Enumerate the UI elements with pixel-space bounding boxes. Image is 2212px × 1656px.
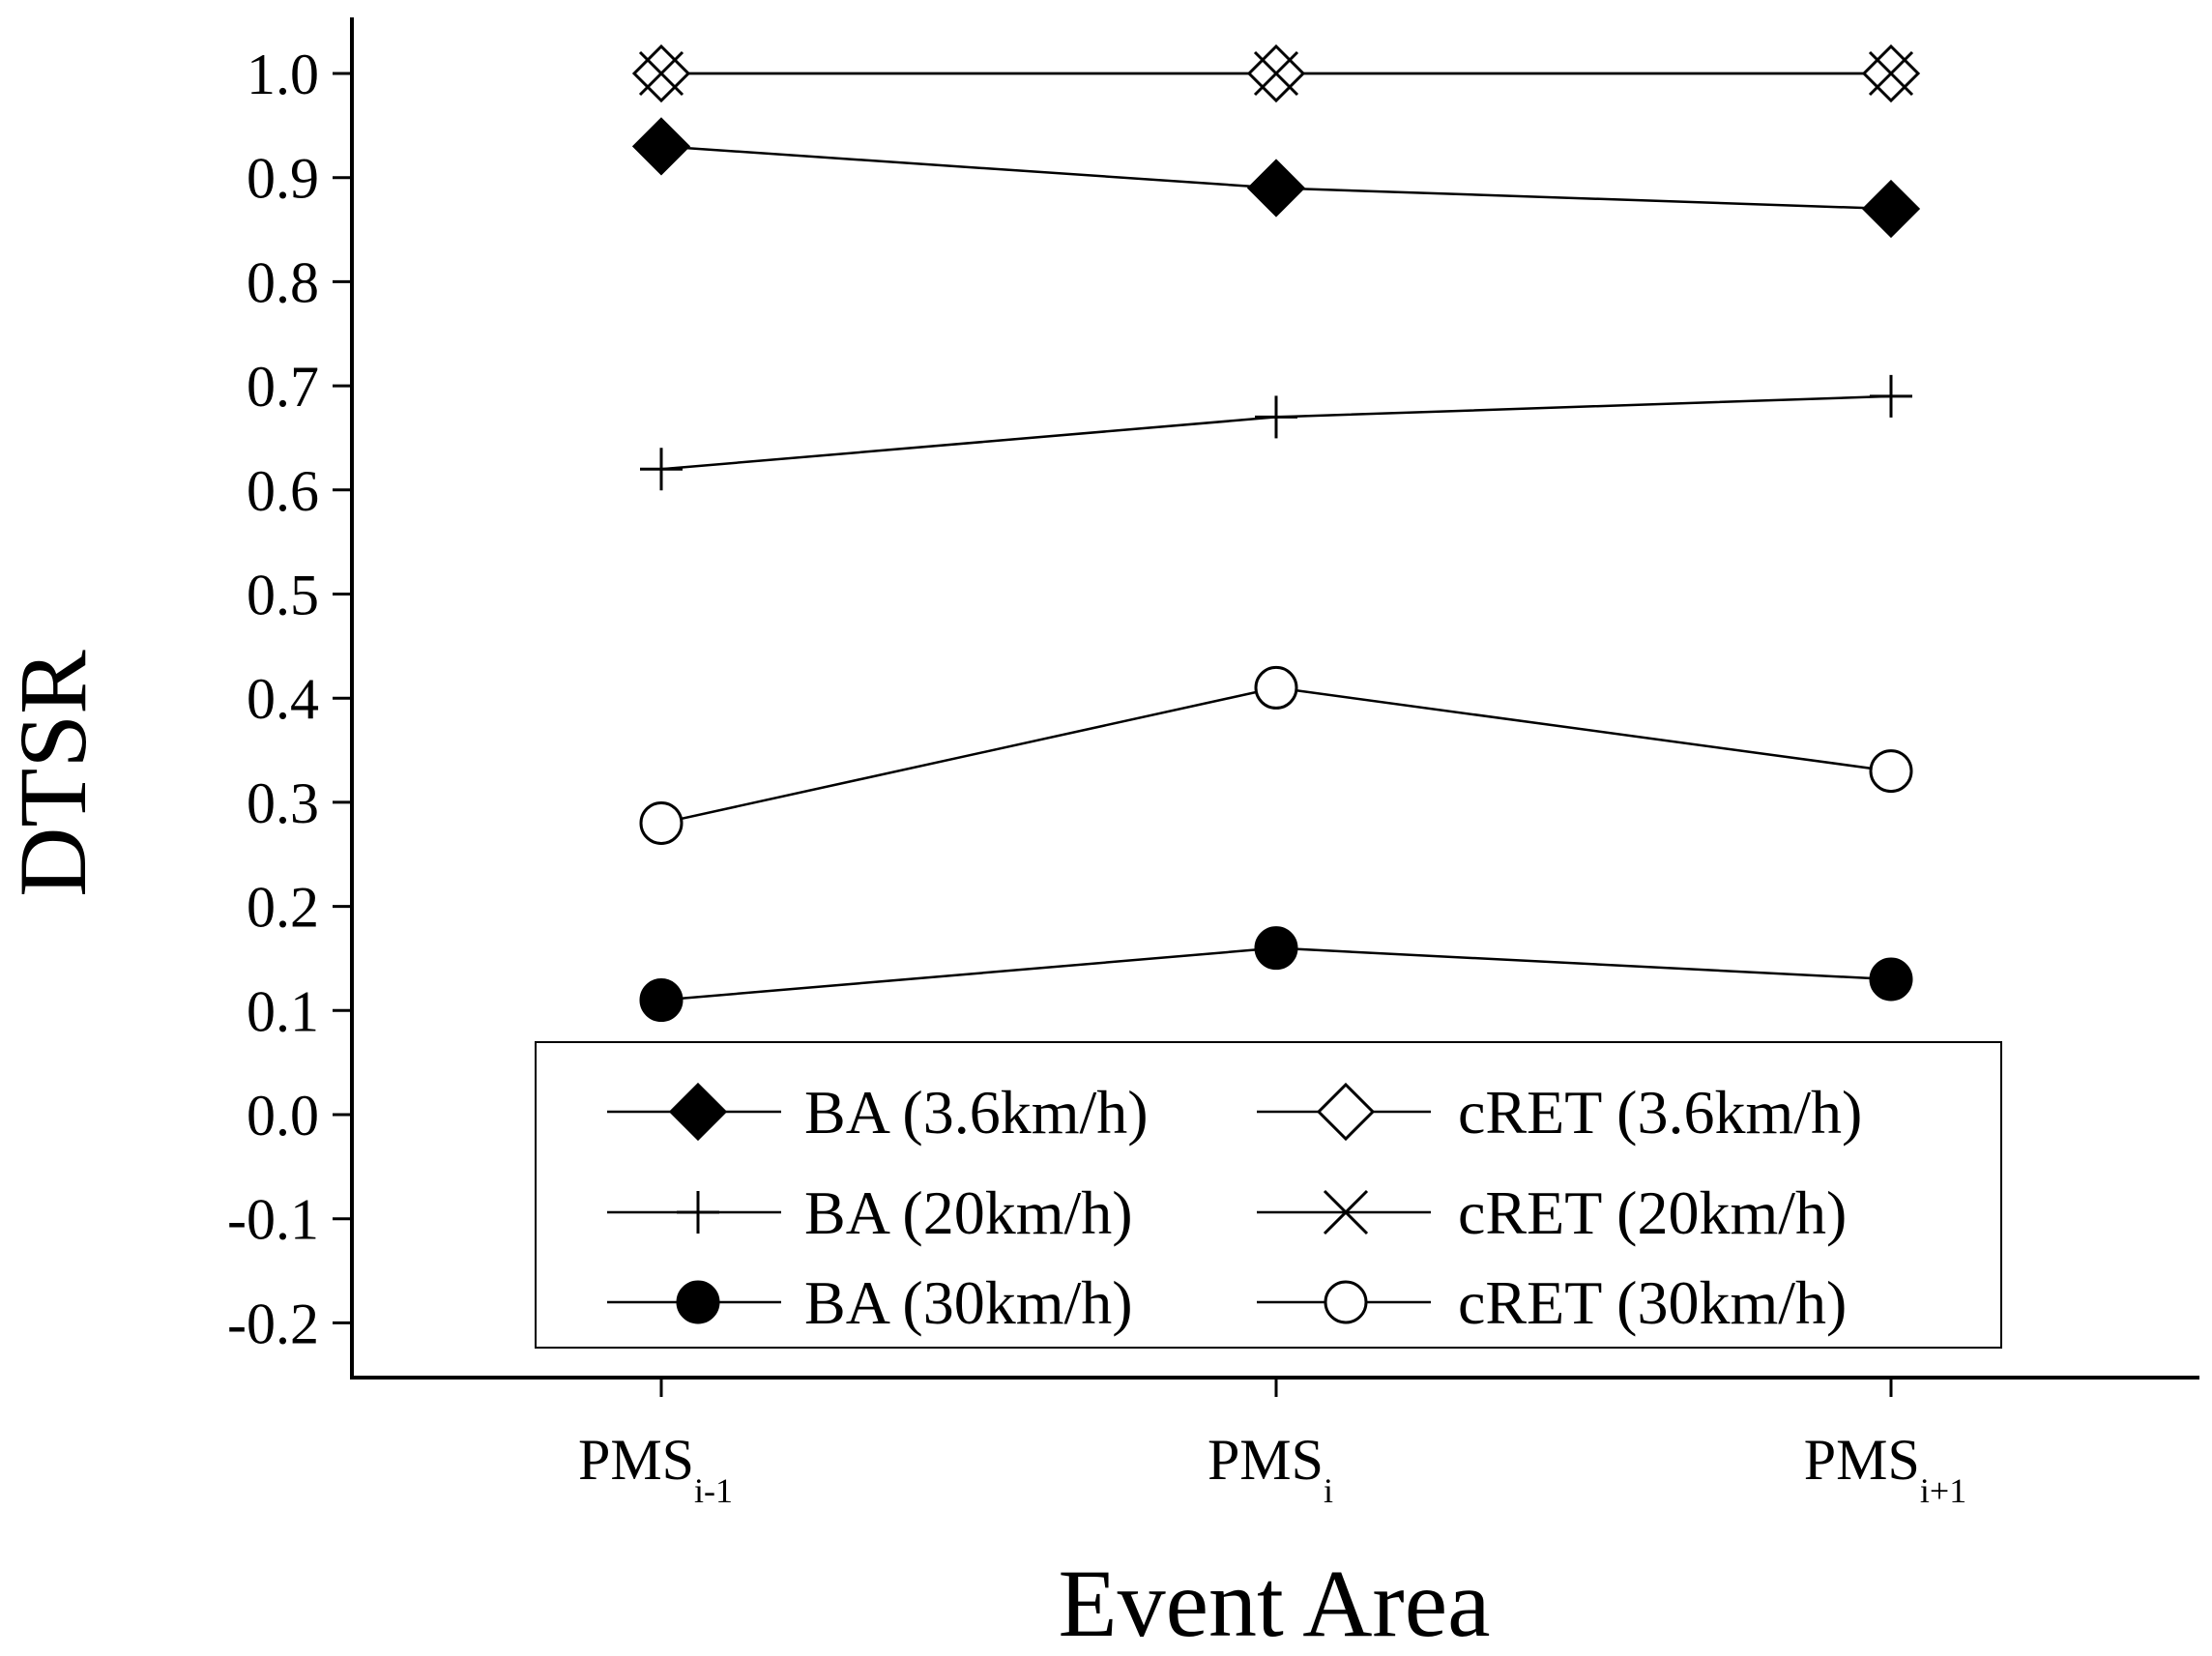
- diamond-shape: [1246, 159, 1306, 218]
- cross-b: [1868, 50, 1914, 97]
- data-point: [1254, 665, 1298, 710]
- diamond-filled-marker: [668, 1082, 728, 1142]
- y-tick-label: -0.1: [227, 1188, 319, 1252]
- y-tick-label: 0.4: [247, 667, 319, 731]
- data-point: [631, 117, 691, 176]
- cross-b: [1323, 1189, 1369, 1235]
- data-point: [1868, 50, 1914, 97]
- data-point: [1255, 395, 1297, 439]
- data-point: [639, 978, 684, 1023]
- legend-label: cRET (3.6km/h): [1458, 1078, 1862, 1147]
- legend: BA (3.6km/h) cRET (3.6km/h) BA (20km/h) cRE…: [535, 1041, 2002, 1349]
- data-point: [1870, 374, 1912, 418]
- series-layer: [631, 44, 1921, 1023]
- data-point: [1869, 749, 1913, 794]
- circle-open-marker: [1324, 1280, 1368, 1324]
- x-tick-label: PMSi+1: [1804, 1428, 1966, 1510]
- legend-item: cRET (30km/h): [1257, 1268, 1847, 1337]
- diamond-shape: [1316, 1082, 1376, 1142]
- diamond-shape: [668, 1082, 728, 1142]
- legend-item: BA (30km/h): [607, 1268, 1133, 1337]
- data-point: [1253, 50, 1299, 97]
- circle-filled-marker: [676, 1280, 720, 1324]
- diamond-open-marker: [1316, 1082, 1376, 1142]
- data-point: [1254, 926, 1298, 971]
- x-axis-title: Event Area: [1058, 1550, 1490, 1656]
- diamond-shape: [631, 117, 691, 176]
- y-tick-label: 0.1: [247, 979, 319, 1043]
- circle-shape: [676, 1280, 720, 1324]
- legend-item: cRET (20km/h): [1257, 1178, 1847, 1247]
- circle-shape: [1324, 1280, 1368, 1324]
- legend-item: BA (3.6km/h): [607, 1078, 1149, 1147]
- x-tick-label: PMSi: [1208, 1428, 1333, 1510]
- y-tick-label: 0.0: [247, 1084, 319, 1148]
- y-tick-label: 0.3: [247, 771, 319, 835]
- diamond-shape: [1861, 179, 1921, 239]
- legend-item: BA (20km/h): [607, 1178, 1133, 1247]
- legend-label: cRET (30km/h): [1458, 1268, 1847, 1337]
- cross-marker: [1323, 1189, 1369, 1235]
- data-point: [1869, 957, 1913, 1002]
- legend-label: BA (20km/h): [804, 1178, 1133, 1247]
- y-tick-label: 0.7: [247, 355, 319, 419]
- circle-shape: [1869, 749, 1913, 794]
- data-point: [638, 50, 684, 97]
- y-tick-label: 0.6: [247, 459, 319, 523]
- plus-marker: [677, 1191, 719, 1234]
- y-tick-label: 0.8: [247, 250, 319, 314]
- y-tick-label: 0.5: [247, 564, 319, 627]
- circle-shape: [1869, 957, 1913, 1002]
- circle-shape: [639, 800, 684, 845]
- y-axis-title: DTSR: [0, 650, 106, 897]
- data-point: [640, 448, 683, 491]
- legend-box: [535, 1041, 2002, 1349]
- data-point: [1246, 159, 1306, 218]
- cross-b: [638, 50, 684, 97]
- y-tick-label: 1.0: [247, 43, 319, 106]
- cross-b: [1253, 50, 1299, 97]
- circle-shape: [1254, 926, 1298, 971]
- y-tick-label: 0.2: [247, 876, 319, 940]
- data-point: [639, 800, 684, 845]
- legend-item: cRET (3.6km/h): [1257, 1078, 1862, 1147]
- circle-shape: [639, 978, 684, 1023]
- y-tick-label: -0.2: [227, 1292, 319, 1355]
- axes-layer: -0.2 -0.1 0.0 0.1 0.2 0.3 0.4 0.5 0.6 0.7 0.8 0.9 1.…: [227, 17, 2199, 1510]
- legend-label: BA (30km/h): [804, 1268, 1133, 1337]
- legend-label: BA (3.6km/h): [804, 1078, 1149, 1147]
- y-tick-label: 0.9: [247, 147, 319, 211]
- legend-label: cRET (20km/h): [1458, 1178, 1847, 1247]
- x-tick-label: PMSi-1: [578, 1428, 733, 1510]
- circle-shape: [1254, 665, 1298, 710]
- data-point: [1861, 179, 1921, 239]
